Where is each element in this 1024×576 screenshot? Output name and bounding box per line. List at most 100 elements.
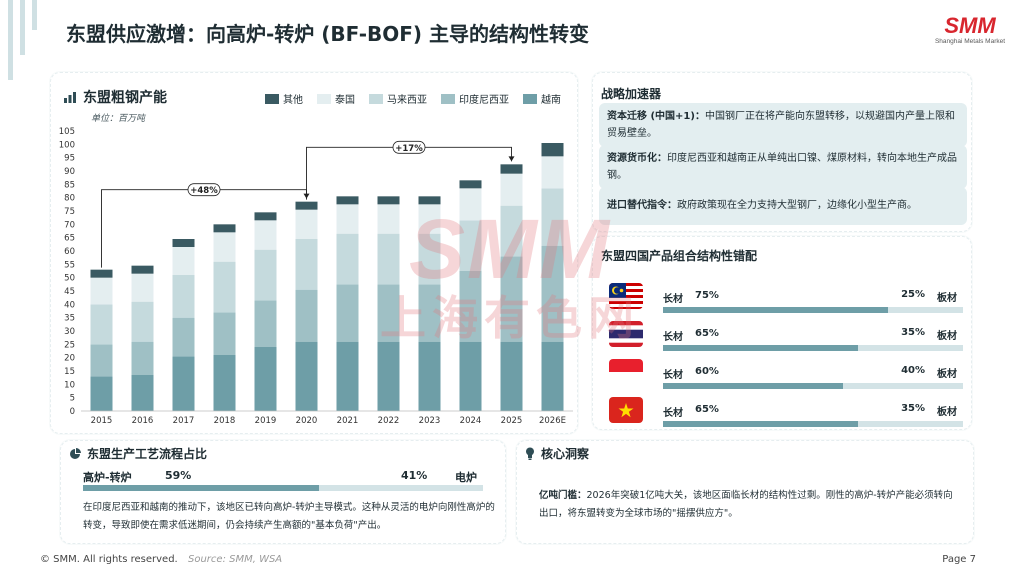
bar-segment [172, 317, 195, 357]
bar-segment [295, 209, 318, 239]
legend-label: 马来西亚 [387, 95, 427, 106]
y-tick-label: 10 [64, 380, 75, 390]
strategy-item-resource: 资源货币化：印度尼西亚和越南正从单纯出口镍、煤原材料，转向本地生产成品钢。 [599, 145, 967, 189]
copyright: © SMM. All rights reserved. [40, 554, 178, 565]
bar-segment [295, 239, 318, 290]
decorative-stripes [8, 0, 48, 80]
bar-segment [213, 355, 236, 411]
growth-arrowhead [508, 156, 515, 162]
bar-segment [254, 347, 277, 411]
growth-badge [187, 183, 221, 197]
bar-segment [131, 375, 154, 411]
bar-segment [336, 341, 359, 411]
insight-title: 核心洞察 [541, 447, 590, 461]
bar-segment [377, 341, 400, 411]
x-tick-label: 2022 [378, 416, 400, 426]
x-tick-label: 2017 [173, 416, 195, 426]
bar-segment [295, 289, 318, 342]
insight-text: 2026年突破1亿吨大关，该地区面临长材的结构性过剩。刚性的高炉-转炉产能必须转… [539, 490, 953, 519]
bar-segment [295, 341, 318, 411]
bar-segment [500, 164, 523, 174]
bar-segment [500, 341, 523, 411]
bar-segment [500, 205, 523, 257]
stacked-bar-chart: 0510152025303540455055606570758085909510… [59, 127, 573, 426]
mix-row-vietnam: 长材 65% 35% 板材 [609, 397, 965, 431]
logo-mark: SMM [944, 13, 996, 38]
y-tick-label: 25 [64, 340, 75, 350]
y-tick-label: 95 [64, 154, 75, 164]
process-progress-track [83, 485, 483, 491]
long-product-share: 60% [695, 366, 719, 377]
legend-item: 印度尼西亚 [441, 91, 509, 106]
bar-segment [213, 312, 236, 355]
y-tick-label: 5 [70, 394, 75, 404]
legend-label: 印度尼西亚 [459, 95, 509, 106]
flat-product-share: 35% [901, 403, 925, 414]
bar-segment [172, 275, 195, 318]
bar-segment [541, 341, 564, 411]
indonesia-flag-icon [609, 359, 643, 385]
long-product-share: 65% [695, 404, 719, 415]
x-tick-label: 2015 [91, 416, 113, 426]
mix-progress-track [663, 345, 963, 351]
long-product-label: 长材 [663, 332, 683, 343]
y-tick-label: 40 [64, 300, 75, 310]
chart-legend: 其他 泰国 马来西亚 印度尼西亚 越南 [265, 91, 561, 106]
y-tick-label: 100 [59, 140, 75, 150]
strategy-item-capital: 资本迁移 (中国+1)：中国钢厂正在将产能向东盟转移，以规避国内产量上限和贸易壁… [599, 103, 967, 147]
page-number: Page 7 [942, 554, 976, 565]
insight-card: 核心洞察 亿吨门槛：2026年突破1亿吨大关，该地区面临长材的结构性过剩。刚性的… [516, 440, 974, 544]
flat-product-label: 板材 [937, 407, 957, 418]
chart-title: 东盟粗钢产能 [83, 90, 167, 106]
bar-segment [418, 341, 441, 411]
bar-segment [541, 188, 564, 246]
long-product-label: 长材 [663, 294, 683, 305]
bar-segment [377, 284, 400, 342]
bf-bof-label: 高炉-转炉 [83, 471, 132, 484]
bar-segment [131, 265, 154, 274]
vietnam-flag-icon [609, 397, 643, 423]
bar-segment [377, 233, 400, 285]
mix-progress-fill [663, 383, 843, 389]
bar-segment [336, 233, 359, 285]
capacity-chart-card: 东盟粗钢产能 单位：百万吨 其他 泰国 马来西亚 印度尼西亚 越南 0 5 10 15 20 25… [50, 72, 578, 434]
product-mix-title: 东盟四国产品组合结构性错配 [601, 249, 758, 263]
mix-row-malaysia: 长材 75% 25% 板材 [609, 283, 965, 317]
flat-product-share: 35% [901, 327, 925, 338]
strategy-item-text: 政府政策现在全力支持大型钢厂，边缘化小型生产商。 [677, 200, 917, 211]
bar-segment [213, 261, 236, 313]
bar-segment [131, 273, 154, 302]
bar-segment [254, 220, 277, 250]
strategy-item-label: 资源货币化： [607, 153, 667, 164]
y-tick-label: 45 [64, 287, 75, 297]
legend-swatch [369, 93, 383, 104]
process-title: 东盟生产工艺流程占比 [87, 447, 208, 461]
bar-segment [131, 301, 154, 342]
strategy-title: 战略加速器 [601, 87, 662, 101]
bar-segment [90, 376, 113, 411]
legend-label: 越南 [541, 95, 561, 106]
bar-segment [90, 277, 113, 305]
bar-segment [541, 156, 564, 189]
bar-segment [213, 232, 236, 262]
bar-segment [172, 247, 195, 275]
flat-product-share: 40% [901, 365, 925, 376]
y-tick-label: 60 [64, 247, 75, 257]
logo-subtitle: Shanghai Metals Market [934, 38, 1006, 45]
bar-segment [336, 204, 359, 234]
x-tick-label: 2018 [214, 416, 236, 426]
pie-chart-icon [70, 447, 81, 459]
bar-segment [90, 304, 113, 345]
strategy-item-text: 印度尼西亚和越南正从单纯出口镍、煤原材料，转向本地生产成品钢。 [607, 153, 957, 181]
mix-progress-fill [663, 345, 858, 351]
mix-progress-track [663, 307, 963, 313]
bar-segment [459, 180, 482, 189]
long-product-label: 长材 [663, 370, 683, 381]
bar-segment [295, 201, 318, 210]
long-product-label: 长材 [663, 408, 683, 419]
mix-progress-track [663, 383, 963, 389]
page-title: 东盟供应激增：向高炉-转炉 (BF-BOF) 主导的结构性转变 [66, 22, 590, 46]
bar-segment [213, 224, 236, 233]
y-tick-label: 90 [64, 167, 75, 177]
x-tick-label: 2016 [132, 416, 154, 426]
